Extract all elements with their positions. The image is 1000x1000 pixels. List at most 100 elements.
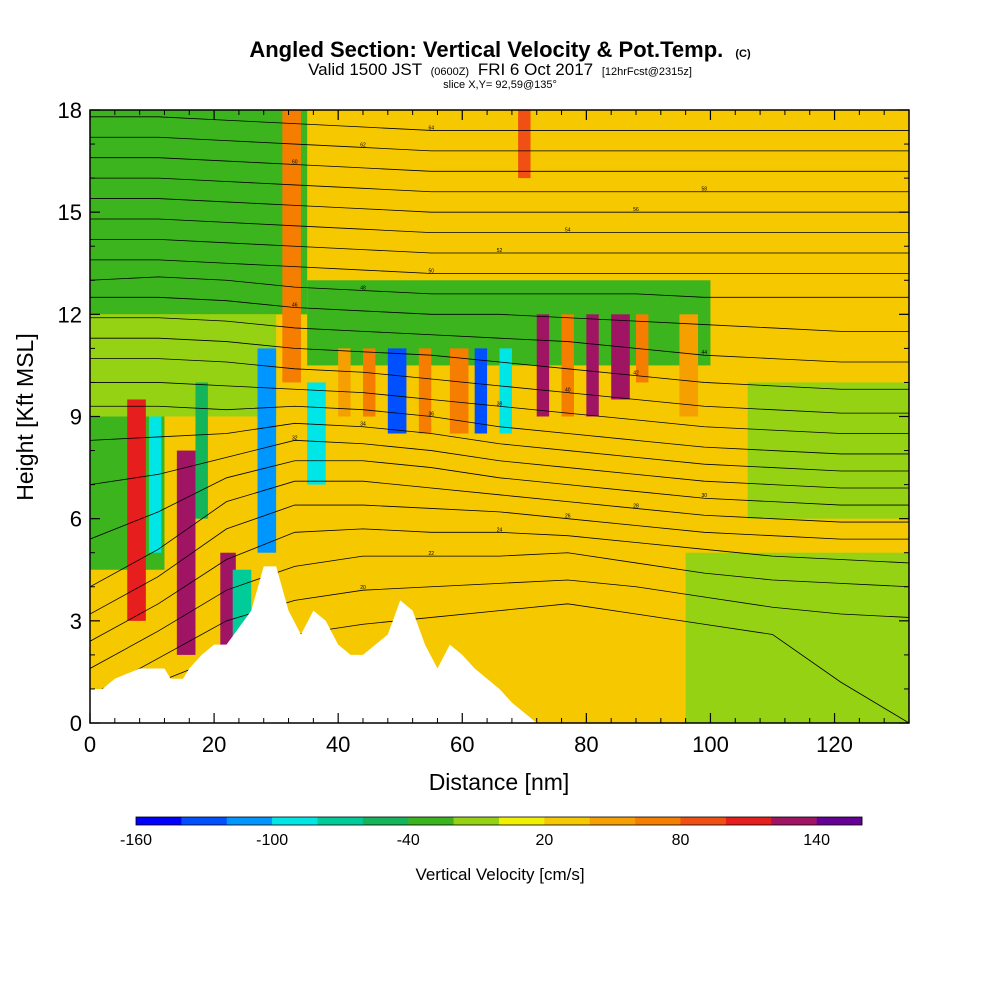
colorbar-swatch-15	[816, 817, 863, 825]
y-axis-title: Height [Kft MSL]	[12, 333, 38, 500]
velocity-cell-7	[127, 399, 146, 621]
velocity-cell-17	[363, 348, 376, 417]
velocity-cell-25	[561, 314, 574, 417]
velocity-cell-4	[685, 552, 909, 723]
colorbar-label-140: 140	[803, 832, 830, 849]
isotherm-54	[90, 218, 909, 234]
isotherm-label-56: 56	[633, 207, 639, 213]
x-tick-label-80: 80	[574, 732, 598, 757]
isotherm-contours: 1820222426283032343638404244464850525456…	[90, 116, 909, 723]
velocity-cell-16	[338, 348, 351, 417]
isotherm-28	[90, 480, 909, 588]
isotherm-46	[90, 296, 909, 332]
y-tick-label-9: 9	[70, 405, 82, 430]
subtitle-forecast: [12hrFcst@2315z]	[602, 66, 692, 78]
subtitle-date: FRI 6 Oct 2017	[478, 60, 593, 79]
colorbar-label--100: -100	[256, 832, 288, 849]
colorbar-swatch-3	[272, 817, 318, 825]
isotherm-34	[90, 422, 909, 472]
isotherm-label-46: 46	[292, 303, 298, 309]
velocity-cell-28	[636, 314, 649, 383]
isotherm-20	[90, 579, 909, 697]
terrain	[90, 566, 537, 723]
isotherm-36	[90, 405, 909, 455]
subtitle-valid: Valid 1500 JST	[308, 60, 422, 79]
colorbar-swatch-14	[771, 817, 817, 825]
y-tick-label-12: 12	[58, 302, 82, 327]
slice-label: slice X,Y= 92,59@135°	[443, 79, 557, 91]
colorbar-swatch-0	[136, 817, 182, 825]
isotherm-22	[90, 552, 909, 669]
colorbar-border	[135, 816, 863, 826]
isotherm-64	[90, 116, 909, 131]
velocity-cell-26	[586, 314, 599, 417]
isotherm-42	[90, 337, 909, 390]
y-tick-label-18: 18	[58, 98, 82, 123]
isotherm-label-28: 28	[633, 503, 639, 509]
isotherm-56	[90, 198, 909, 213]
colorbar-swatch-6	[408, 817, 454, 825]
velocity-cell-24	[536, 314, 550, 417]
isotherm-label-48: 48	[360, 285, 366, 291]
velocity-cell-23	[518, 110, 531, 179]
velocity-cell-27	[611, 314, 630, 400]
y-axis: 0 3 6 9 12 15 18	[58, 98, 909, 736]
velocity-cell-19	[418, 348, 432, 434]
y-tick-label-0: 0	[70, 711, 82, 736]
velocity-cell-9	[176, 450, 196, 655]
isotherm-50	[90, 259, 909, 274]
colorbar-swatch-13	[725, 817, 772, 825]
isotherm-label-40: 40	[565, 388, 571, 394]
velocity-cell-18	[387, 348, 407, 434]
colorbar-swatch-5	[362, 817, 409, 825]
isotherm-label-32: 32	[292, 435, 298, 441]
x-tick-label-40: 40	[326, 732, 350, 757]
isotherm-60	[90, 157, 909, 172]
isotherm-24	[90, 528, 909, 642]
velocity-cell-29	[679, 314, 699, 417]
isotherm-58	[90, 177, 909, 193]
chart-subtitle: Valid 1500 JST (0600Z) FRI 6 Oct 2017 [1…	[308, 60, 692, 79]
velocity-field	[90, 110, 909, 723]
y-tick-label-6: 6	[70, 507, 82, 532]
velocity-cell-11	[220, 552, 236, 655]
terrain-mask	[90, 566, 537, 723]
isotherm-label-34: 34	[360, 422, 366, 428]
y-tick-label-3: 3	[70, 609, 82, 634]
velocity-cell-21	[474, 348, 488, 434]
isotherm-label-60: 60	[292, 159, 298, 165]
y-tick-label-15: 15	[58, 200, 82, 225]
isotherm-label-42: 42	[633, 371, 639, 377]
isotherm-label-30: 30	[701, 493, 707, 499]
colorbar-swatch-7	[453, 817, 500, 825]
isotherm-label-38: 38	[497, 401, 503, 407]
chart-title: Angled Section: Vertical Velocity & Pot.…	[249, 37, 751, 62]
colorbar-label--160: -160	[120, 832, 152, 849]
isotherm-40	[90, 358, 909, 414]
isotherm-label-52: 52	[497, 248, 503, 254]
isotherm-26	[90, 504, 909, 615]
colorbar-swatch-1	[181, 817, 228, 825]
plot-area: 1820222426283032343638404244464850525456…	[90, 110, 909, 723]
colorbar-label-80: 80	[672, 832, 690, 849]
colorbar-swatch-9	[544, 817, 591, 825]
colorbar-swatch-12	[680, 817, 727, 825]
isotherm-label-22: 22	[428, 551, 434, 557]
isotherm-label-20: 20	[360, 585, 366, 591]
isotherm-label-64: 64	[428, 125, 434, 131]
velocity-cell-20	[449, 348, 469, 434]
velocity-cell-15	[307, 382, 326, 485]
isotherm-label-44: 44	[701, 350, 707, 356]
x-tick-label-20: 20	[202, 732, 226, 757]
velocity-cell-22	[499, 348, 512, 434]
isotherm-label-24: 24	[497, 527, 503, 533]
x-tick-label-100: 100	[692, 732, 729, 757]
colorbar-swatch-10	[589, 817, 636, 825]
x-tick-label-60: 60	[450, 732, 474, 757]
x-axis: 0 20 40 60 80 100 120	[84, 110, 885, 757]
colorbar-swatch-11	[635, 817, 681, 825]
velocity-cell-10	[195, 382, 208, 519]
colorbar: -160 -100 -40 20 80 140	[120, 816, 863, 849]
x-tick-label-120: 120	[816, 732, 853, 757]
